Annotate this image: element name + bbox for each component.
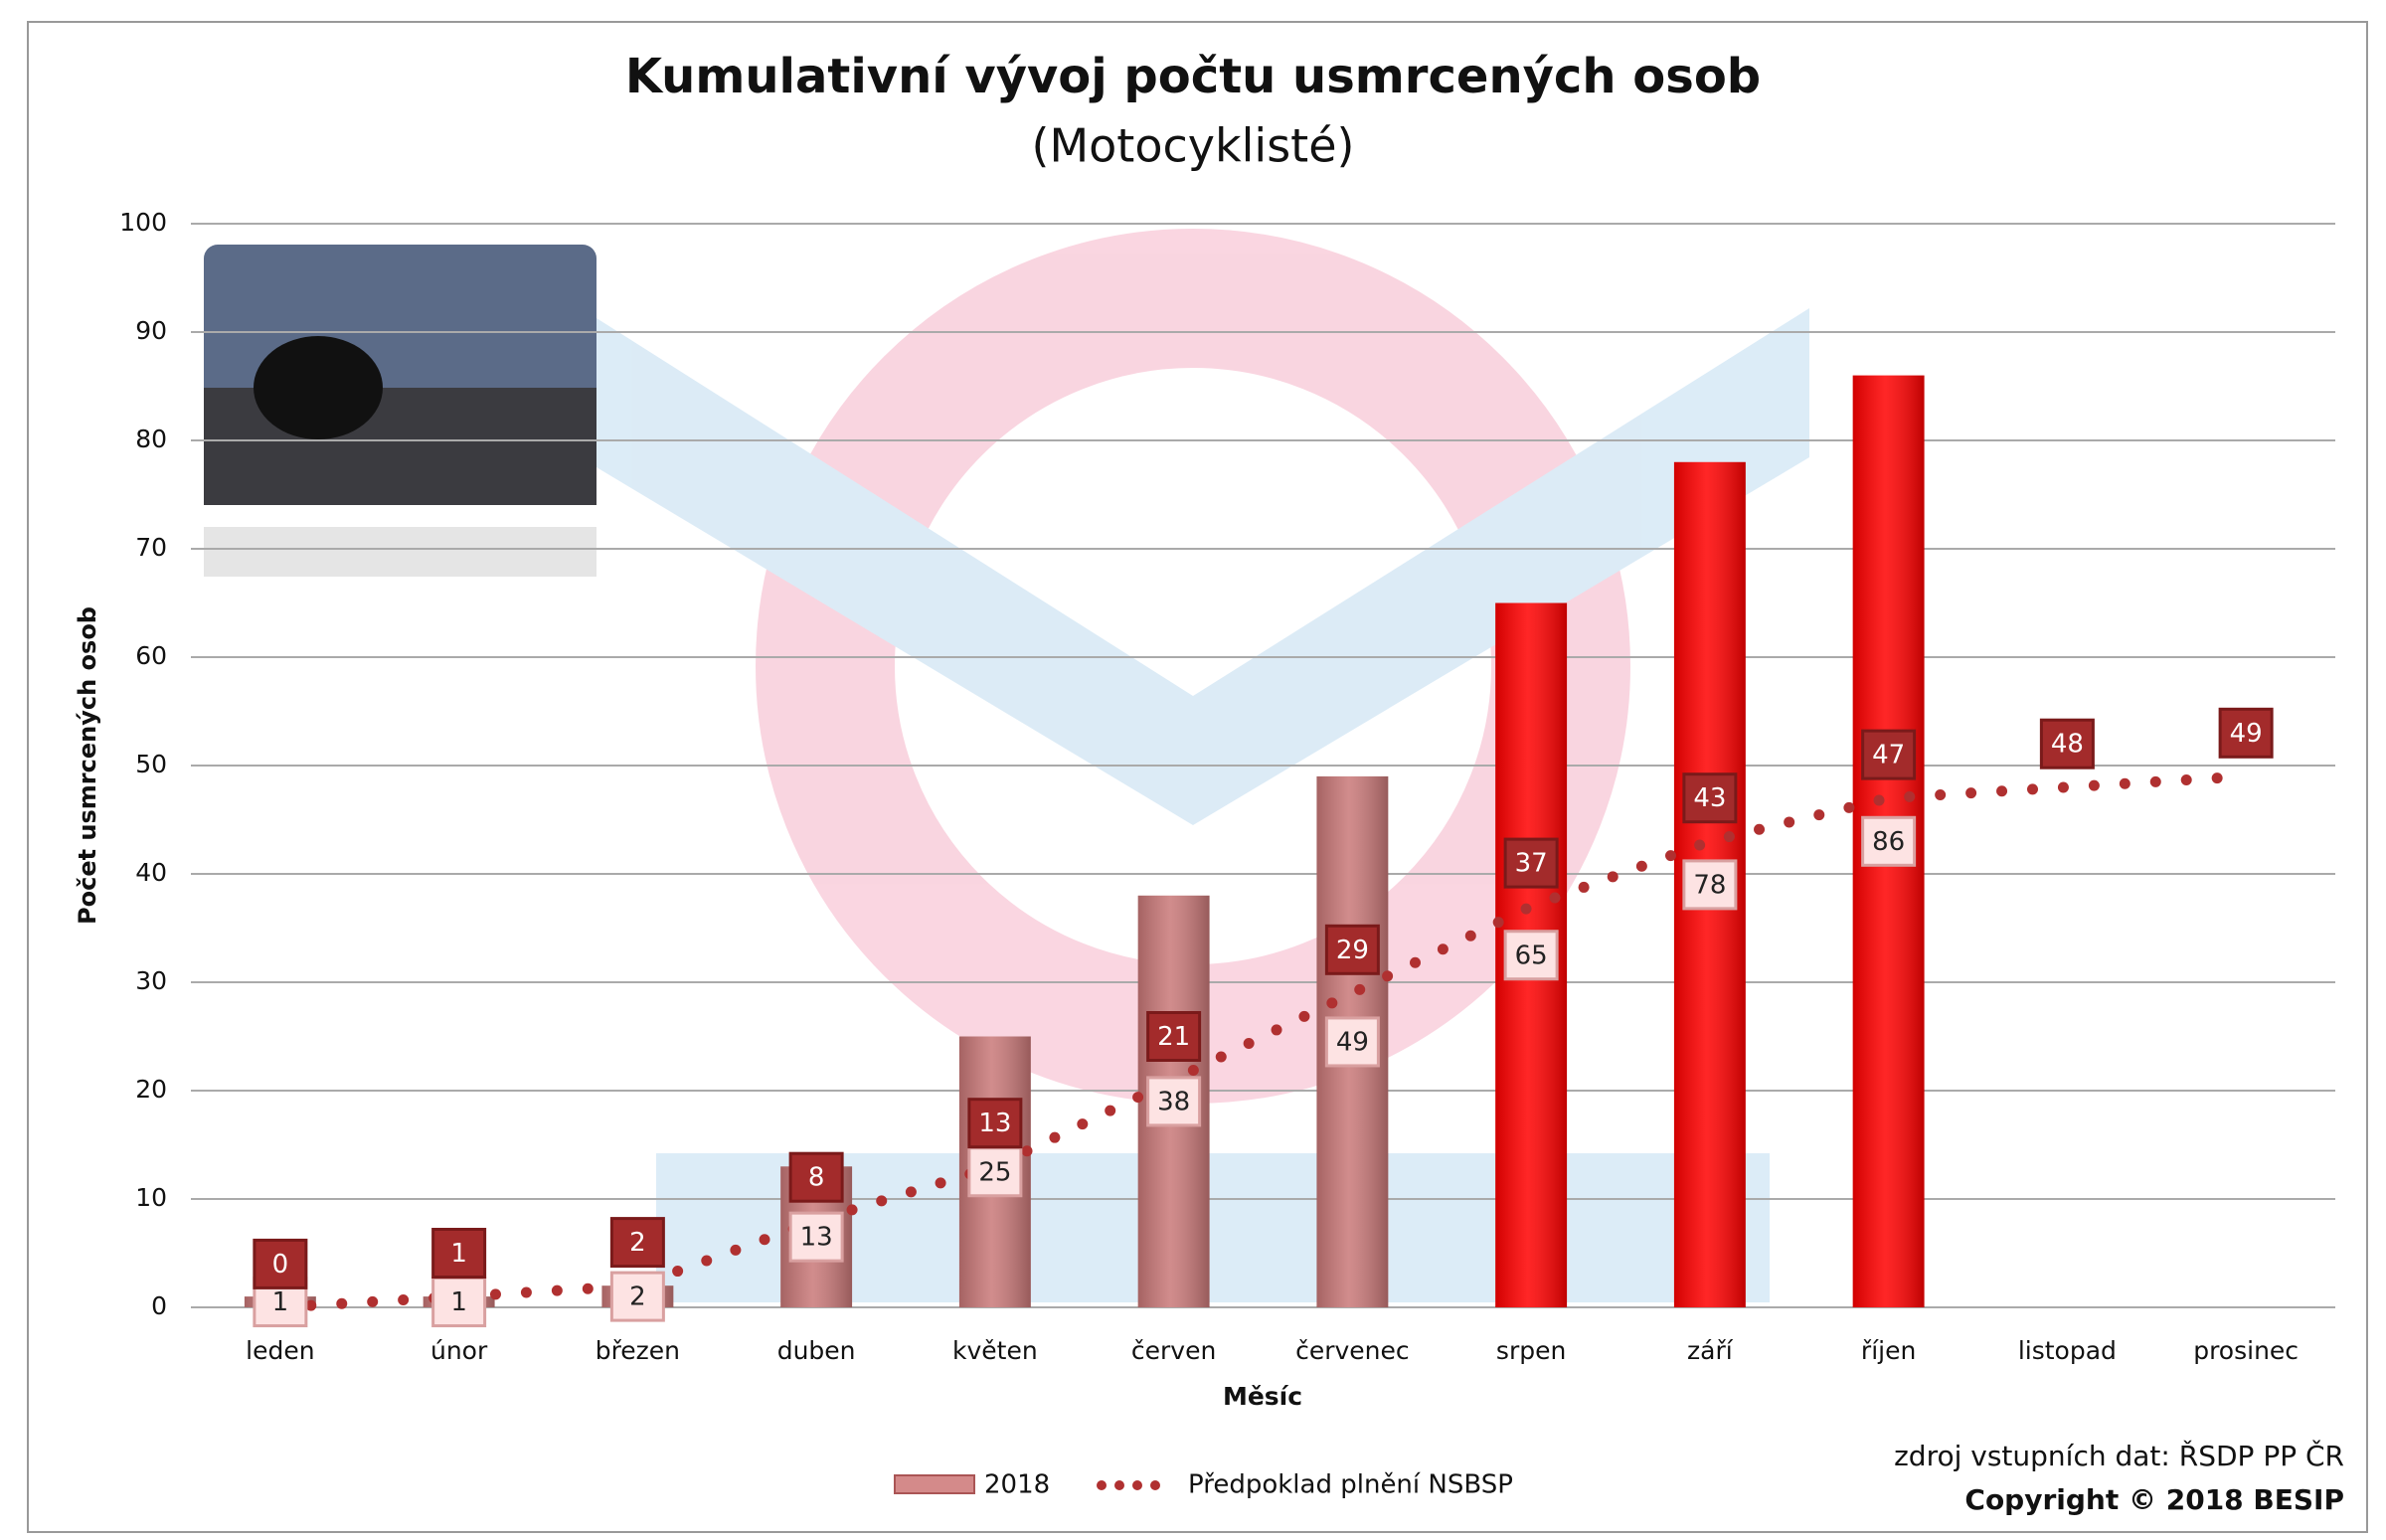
- x-tick-label: říjen: [1861, 1336, 1916, 1365]
- x-tick-label: duben: [777, 1336, 856, 1365]
- y-tick-label: 100: [119, 208, 167, 237]
- data-label-box: [1861, 729, 1917, 780]
- data-label-box: [1682, 772, 1738, 824]
- data-label-box: [1146, 1076, 1202, 1127]
- y-tick-label: 40: [135, 858, 167, 887]
- data-label: 49: [1336, 1027, 1369, 1057]
- data-label: 1: [272, 1287, 289, 1317]
- data-label: 29: [1336, 936, 1369, 965]
- data-label-box: [253, 1238, 308, 1289]
- data-label-box: [788, 1211, 844, 1263]
- data-label: 49: [2230, 719, 2263, 749]
- data-label-box: [967, 1098, 1023, 1149]
- data-label: 2: [629, 1228, 646, 1258]
- data-label-box: [609, 1217, 665, 1269]
- data-label-box: [788, 1151, 844, 1203]
- y-tick-label: 50: [135, 750, 167, 778]
- y-axis-title: Počet usmrcených osob: [74, 606, 101, 925]
- x-tick-label: prosinec: [2193, 1336, 2299, 1365]
- x-tick-label: březen: [596, 1336, 680, 1365]
- data-label: 37: [1515, 849, 1548, 879]
- x-tick-label: leden: [246, 1336, 314, 1365]
- data-label-box: [1324, 924, 1380, 975]
- data-label: 65: [1515, 941, 1548, 970]
- legend-swatch: [894, 1474, 975, 1494]
- data-label: 1: [450, 1239, 467, 1269]
- y-tick-label: 60: [135, 641, 167, 670]
- data-label-box: [1324, 1016, 1380, 1068]
- data-label: 21: [1157, 1022, 1190, 1052]
- data-label: 47: [1872, 741, 1905, 770]
- y-tick-label: 10: [135, 1183, 167, 1212]
- data-label-box: [609, 1271, 665, 1322]
- data-label-box: [1682, 859, 1738, 911]
- data-label-box: [1861, 815, 1917, 867]
- data-label: 2: [629, 1283, 646, 1312]
- data-label: 78: [1693, 870, 1726, 900]
- x-tick-label: červen: [1131, 1336, 1216, 1365]
- legend-label: Předpoklad plnění NSBSP: [1188, 1470, 1513, 1500]
- data-label: 86: [1872, 827, 1905, 857]
- copyright: Copyright © 2018 BESIP: [1964, 1483, 2344, 1516]
- data-label-box: [2039, 718, 2095, 770]
- data-label: 48: [2051, 730, 2084, 760]
- y-tick-label: 90: [135, 316, 167, 345]
- x-axis-title: Měsíc: [1223, 1382, 1302, 1411]
- x-tick-label: květen: [952, 1336, 1038, 1365]
- data-label-box: [1146, 1011, 1202, 1062]
- x-tick-label: červenec: [1295, 1336, 1410, 1365]
- y-tick-label: 80: [135, 425, 167, 453]
- data-label-box: [2218, 707, 2274, 759]
- data-label: 13: [800, 1223, 833, 1253]
- data-label: 8: [808, 1163, 825, 1193]
- data-label-box: [1503, 930, 1559, 981]
- data-label-box: [431, 1277, 487, 1328]
- data-label-box: [1503, 837, 1559, 889]
- source: zdroj vstupních dat: ŘSDP PP ČR: [1894, 1439, 2344, 1472]
- legend-label: 2018: [984, 1470, 1050, 1500]
- data-label: 13: [978, 1109, 1011, 1138]
- data-label: 0: [272, 1250, 289, 1280]
- y-tick-label: 20: [135, 1075, 167, 1104]
- data-label: 43: [1693, 783, 1726, 813]
- chart-subtitle: (Motocyklisté): [1032, 119, 1355, 173]
- data-label-box: [431, 1228, 487, 1279]
- x-tick-label: únor: [430, 1336, 488, 1365]
- x-tick-label: listopad: [2018, 1336, 2117, 1365]
- x-tick-label: září: [1687, 1336, 1734, 1365]
- y-tick-label: 30: [135, 966, 167, 995]
- data-label: 25: [978, 1157, 1011, 1187]
- data-label: 38: [1157, 1087, 1190, 1116]
- data-label: 1: [450, 1287, 467, 1317]
- y-tick-label: 70: [135, 533, 167, 562]
- chart-title: Kumulativní vývoj počtu usmrcených osob: [625, 49, 1761, 104]
- x-tick-label: srpen: [1496, 1336, 1566, 1365]
- y-tick-label: 0: [151, 1291, 167, 1320]
